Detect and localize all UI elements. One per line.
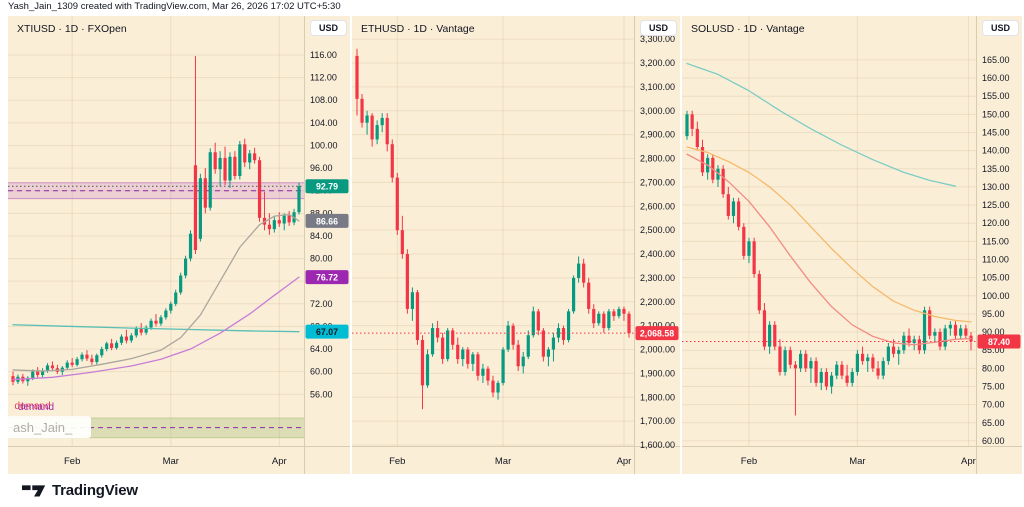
svg-text:108.00: 108.00 xyxy=(310,95,338,105)
svg-text:2,100.00: 2,100.00 xyxy=(640,321,675,331)
svg-text:Apr: Apr xyxy=(961,456,976,467)
svg-text:104.00: 104.00 xyxy=(310,118,338,128)
svg-text:2,200.00: 2,200.00 xyxy=(640,297,675,307)
tradingview-logo-text: TradingView xyxy=(52,482,138,499)
svg-text:110.00: 110.00 xyxy=(982,254,1009,264)
svg-text:150.00: 150.00 xyxy=(982,109,1010,119)
currency-button-solusd[interactable]: USD xyxy=(981,20,1019,36)
svg-text:155.00: 155.00 xyxy=(982,91,1010,101)
svg-text:75.00: 75.00 xyxy=(982,381,1005,391)
svg-text:92.79: 92.79 xyxy=(316,182,338,192)
svg-text:2,800.00: 2,800.00 xyxy=(640,154,675,164)
svg-text:Mar: Mar xyxy=(163,456,179,467)
svg-text:130.00: 130.00 xyxy=(982,182,1010,192)
svg-text:2,300.00: 2,300.00 xyxy=(640,273,675,283)
svg-text:64.00: 64.00 xyxy=(310,344,333,354)
svg-text:3,200.00: 3,200.00 xyxy=(640,58,675,68)
svg-text:Feb: Feb xyxy=(741,456,757,467)
svg-text:96.00: 96.00 xyxy=(310,163,333,173)
svg-text:2,500.00: 2,500.00 xyxy=(640,225,675,235)
svg-text:2,000.00: 2,000.00 xyxy=(640,345,675,355)
svg-text:Feb: Feb xyxy=(389,456,405,467)
svg-text:Apr: Apr xyxy=(617,456,632,467)
svg-text:112.00: 112.00 xyxy=(310,73,337,83)
svg-text:120.00: 120.00 xyxy=(982,218,1010,228)
svg-text:72.00: 72.00 xyxy=(310,299,333,309)
attribution-text: Yash_Jain_1309 created with TradingView.… xyxy=(8,1,341,12)
svg-text:demand: demand xyxy=(14,401,50,412)
svg-text:85.00: 85.00 xyxy=(982,345,1005,355)
symbol-title-solusd: SOLUSD · 1D · Vantage xyxy=(691,23,805,35)
svg-text:105.00: 105.00 xyxy=(982,273,1010,283)
svg-text:60.00: 60.00 xyxy=(982,436,1005,446)
svg-text:1,700.00: 1,700.00 xyxy=(640,416,675,426)
svg-text:87.40: 87.40 xyxy=(988,337,1010,347)
svg-text:2,900.00: 2,900.00 xyxy=(640,130,675,140)
chart-panel-solusd: SOLUSD · 1D · Vantage USD 60.00 65.00 70.0… xyxy=(682,16,1022,474)
symbol-title-ethusd: ETHUSD · 1D · Vantage xyxy=(361,23,475,35)
svg-text:86.66: 86.66 xyxy=(316,216,338,226)
svg-text:60.00: 60.00 xyxy=(310,367,333,377)
svg-text:2,700.00: 2,700.00 xyxy=(640,177,675,187)
svg-text:56.00: 56.00 xyxy=(310,389,333,399)
svg-text:ash_Jain_: ash_Jain_ xyxy=(13,420,73,435)
svg-text:145.00: 145.00 xyxy=(982,127,1010,137)
svg-text:140.00: 140.00 xyxy=(982,146,1010,156)
svg-text:80.00: 80.00 xyxy=(310,254,333,264)
svg-text:90.00: 90.00 xyxy=(982,327,1005,337)
svg-text:Mar: Mar xyxy=(495,456,511,467)
chart-panel-xtiusd: XTIUSD · 1D · FXOpen USD demand demand ash… xyxy=(8,16,350,474)
svg-text:135.00: 135.00 xyxy=(982,164,1010,174)
svg-text:76.72: 76.72 xyxy=(316,273,338,283)
svg-text:3,300.00: 3,300.00 xyxy=(640,34,675,44)
svg-text:1,600.00: 1,600.00 xyxy=(640,440,675,450)
tradingview-logo[interactable]: TradingView xyxy=(22,482,138,499)
svg-text:3,100.00: 3,100.00 xyxy=(640,82,675,92)
svg-text:demand: demand xyxy=(18,402,54,413)
svg-text:125.00: 125.00 xyxy=(982,200,1010,210)
chart-panel-ethusd: ETHUSD · 1D · Vantage USD 1,600.00 1,700.… xyxy=(352,16,680,474)
svg-text:Feb: Feb xyxy=(64,456,80,467)
svg-text:Mar: Mar xyxy=(849,456,865,467)
svg-text:88.00: 88.00 xyxy=(310,208,333,218)
svg-text:67.07: 67.07 xyxy=(316,327,338,337)
chart-canvas-xtiusd[interactable]: demanddemandash_Jain_56.0060.0064.0068.0… xyxy=(8,16,350,474)
svg-text:2,600.00: 2,600.00 xyxy=(640,201,675,211)
svg-text:Apr: Apr xyxy=(272,456,287,467)
svg-text:70.00: 70.00 xyxy=(982,400,1005,410)
svg-text:2,400.00: 2,400.00 xyxy=(640,249,675,259)
svg-text:160.00: 160.00 xyxy=(982,73,1010,83)
svg-text:1,800.00: 1,800.00 xyxy=(640,392,675,402)
svg-text:115.00: 115.00 xyxy=(982,236,1009,246)
svg-text:1,900.00: 1,900.00 xyxy=(640,368,675,378)
svg-text:84.00: 84.00 xyxy=(310,231,333,241)
chart-canvas-ethusd[interactable]: 1,600.00 1,700.00 1,800.00 1,900.00 2,000.00… xyxy=(352,16,680,474)
svg-text:95.00: 95.00 xyxy=(982,309,1005,319)
svg-text:80.00: 80.00 xyxy=(982,363,1005,373)
symbol-title-xtiusd: XTIUSD · 1D · FXOpen xyxy=(17,23,127,35)
chart-canvas-solusd[interactable]: 60.00 65.00 70.00 75.00 80.00 85.00 90.00 95.00… xyxy=(682,16,1022,474)
currency-button-ethusd[interactable]: USD xyxy=(639,20,677,36)
currency-button-xtiusd[interactable]: USD xyxy=(309,20,347,36)
svg-text:3,000.00: 3,000.00 xyxy=(640,106,675,116)
charts-row: XTIUSD · 1D · FXOpen USD demand demand ash… xyxy=(8,16,1022,474)
svg-text:100.00: 100.00 xyxy=(982,291,1010,301)
svg-text:165.00: 165.00 xyxy=(982,55,1010,65)
svg-text:100.00: 100.00 xyxy=(310,140,338,150)
svg-text:65.00: 65.00 xyxy=(982,418,1005,428)
svg-text:2,068.58: 2,068.58 xyxy=(640,329,674,339)
svg-text:116.00: 116.00 xyxy=(310,50,337,60)
tradingview-logo-icon xyxy=(22,485,46,497)
